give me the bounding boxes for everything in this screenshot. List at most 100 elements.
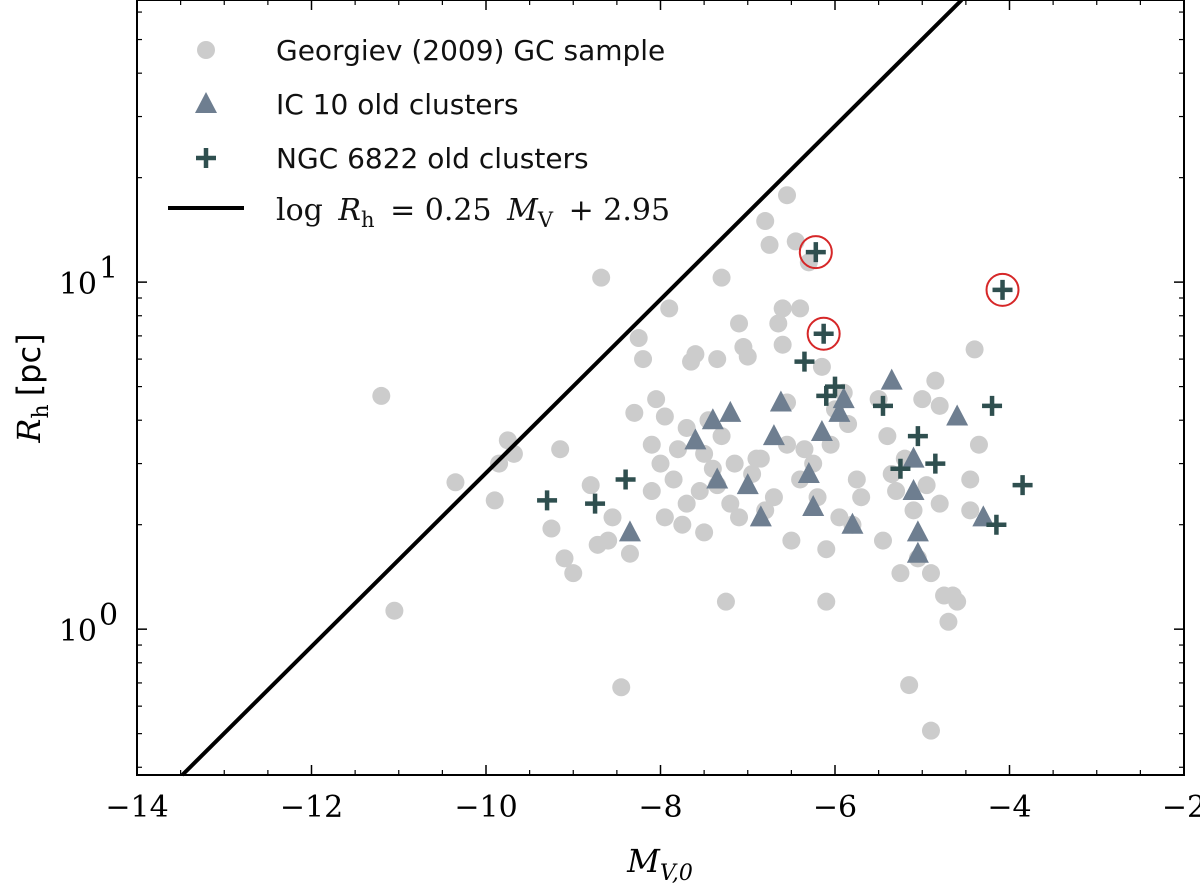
ic10-point <box>946 404 969 426</box>
georgiev-point <box>795 440 814 459</box>
ic10-point <box>736 473 759 495</box>
ic10-point <box>902 479 925 501</box>
ngc6822-point <box>615 469 636 490</box>
georgiev-point <box>564 564 583 583</box>
ic10-point <box>802 494 825 516</box>
georgiev-point <box>655 508 674 527</box>
legend-item-ngc6822: NGC 6822 old clusters <box>196 142 589 175</box>
georgiev-point <box>629 329 648 348</box>
georgiev-point <box>592 268 611 287</box>
x-tick-label: −12 <box>280 790 343 825</box>
x-tick-label: −6 <box>813 790 857 825</box>
ngc6822-point <box>794 351 815 372</box>
georgiev-point <box>948 592 967 611</box>
ngc6822-point <box>813 323 834 344</box>
x-tick-label: −8 <box>638 790 682 825</box>
series-1 <box>618 368 995 563</box>
ic10-point <box>841 512 864 534</box>
legend-equals-coef: = 0.25 <box>390 193 491 228</box>
georgiev-point <box>651 454 670 473</box>
ngc6822-point <box>1012 475 1033 496</box>
ngc6822-point <box>925 453 946 474</box>
georgiev-point <box>738 347 757 366</box>
georgiev-point <box>708 350 727 369</box>
georgiev-point <box>817 540 836 559</box>
legend: Georgiev (2009) GC sample IC 10 old clus… <box>168 34 670 235</box>
series-2 <box>537 242 1033 535</box>
legend-label-ic10: IC 10 old clusters <box>276 88 519 121</box>
georgiev-point <box>939 612 958 631</box>
georgiev-point <box>372 386 391 405</box>
georgiev-point <box>961 501 980 520</box>
legend-R-sub: h <box>361 208 375 232</box>
georgiev-point <box>913 390 932 409</box>
ngc6822-point <box>992 279 1013 300</box>
georgiev-point <box>799 253 818 272</box>
georgiev-point <box>778 186 797 205</box>
y-axis-label-unit: [pc] <box>10 333 48 396</box>
georgiev-point <box>642 435 661 454</box>
relation-line <box>180 0 964 777</box>
ngc6822-point <box>907 426 928 447</box>
georgiev-point <box>878 427 897 446</box>
y-axis-label: Rh [pc] <box>10 333 54 443</box>
ngc6822-point <box>585 493 606 514</box>
ic10-point <box>880 368 903 390</box>
georgiev-point <box>655 407 674 426</box>
y-tick-label: 10 <box>59 267 97 302</box>
georgiev-point <box>730 314 749 333</box>
ngc6822-point <box>872 395 893 416</box>
x-tick-label: −14 <box>105 790 168 825</box>
ic10-point <box>828 400 851 422</box>
ic10-point <box>749 505 772 527</box>
georgiev-point <box>695 444 714 463</box>
georgiev-point <box>716 592 735 611</box>
georgiev-point <box>485 491 504 510</box>
georgiev-point <box>581 476 600 495</box>
legend-triangle-marker <box>195 92 217 113</box>
georgiev-point <box>712 427 731 446</box>
legend-plus-marker <box>196 148 216 168</box>
georgiev-point <box>760 235 779 254</box>
georgiev-point <box>712 268 731 287</box>
ngc6822-point <box>890 458 911 479</box>
ic10-point <box>719 400 742 422</box>
ngc6822-point <box>986 514 1007 535</box>
georgiev-point <box>730 508 749 527</box>
legend-M: M <box>506 193 539 228</box>
ic10-point <box>810 419 833 441</box>
georgiev-point <box>634 350 653 369</box>
ic10-point <box>706 467 729 489</box>
georgiev-point <box>904 501 923 520</box>
x-axis-label: MV,0 <box>626 842 693 886</box>
ic10-point <box>769 390 792 412</box>
ic10-point <box>906 520 929 542</box>
georgiev-point <box>603 508 622 527</box>
georgiev-point <box>647 390 666 409</box>
x-tick-label: −4 <box>987 790 1031 825</box>
georgiev-point <box>917 476 936 495</box>
ic10-point <box>684 428 707 450</box>
y-tick-label: 10 <box>59 614 97 649</box>
y-tick-exponent: 0 <box>99 598 118 633</box>
ic10-point <box>701 408 724 430</box>
highlight-circle <box>985 272 1020 307</box>
georgiev-point <box>930 396 949 415</box>
georgiev-point <box>686 345 705 364</box>
series-0 <box>372 186 988 740</box>
georgiev-point <box>620 544 639 563</box>
georgiev-point <box>778 435 797 454</box>
georgiev-point <box>551 440 570 459</box>
georgiev-point <box>961 470 980 489</box>
georgiev-point <box>887 482 906 501</box>
georgiev-point <box>446 473 465 492</box>
ic10-point <box>902 446 925 468</box>
legend-item-ic10: IC 10 old clusters <box>195 88 519 121</box>
ngc6822-point <box>982 395 1003 416</box>
legend-label-georgiev: Georgiev (2009) GC sample <box>276 34 665 67</box>
legend-label-relation: log Rh = 0.25 MV + 2.95 <box>276 193 670 235</box>
y-axis-label-main: R <box>10 418 48 443</box>
ngc6822-point <box>537 490 558 511</box>
